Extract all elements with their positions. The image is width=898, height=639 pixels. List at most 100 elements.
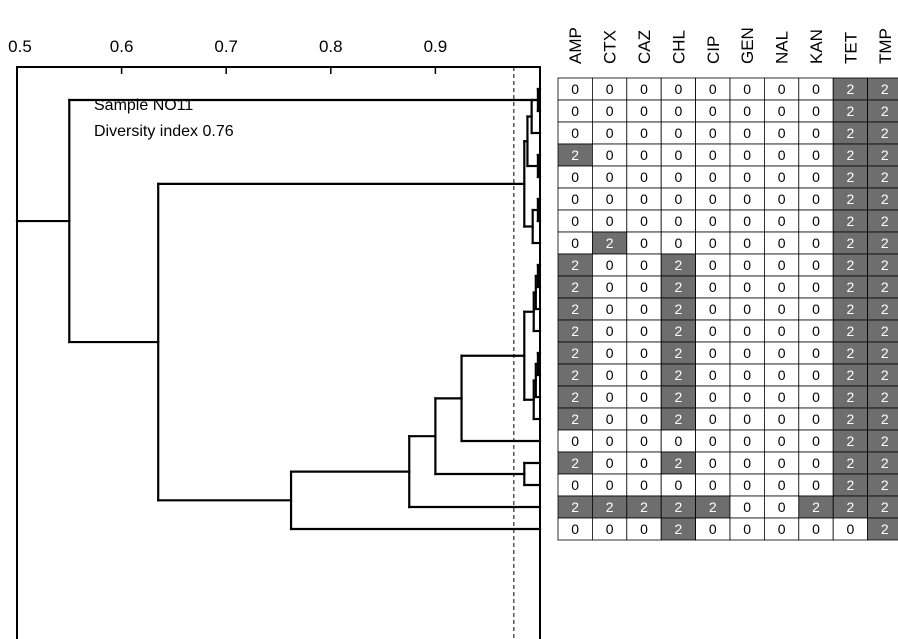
matrix-cell	[798, 495, 834, 519]
matrix-cell-value: 0	[743, 499, 751, 515]
matrix-cell	[764, 363, 800, 387]
matrix-cell	[626, 429, 662, 453]
matrix-cell	[764, 121, 800, 145]
matrix-cell-value: 0	[675, 169, 683, 185]
matrix-cell	[764, 429, 800, 453]
matrix-cell	[764, 319, 800, 343]
matrix-cell-value: 0	[640, 433, 648, 449]
matrix-cell-value: 2	[847, 125, 855, 141]
matrix-cell	[764, 143, 800, 167]
matrix-cell	[867, 429, 898, 453]
matrix-cell-value: 0	[743, 147, 751, 163]
matrix-cell-value: 0	[640, 521, 648, 537]
matrix-cell-value: 2	[881, 389, 889, 405]
matrix-cell	[867, 407, 898, 431]
matrix-cell-value: 0	[709, 367, 717, 383]
x-tick-label: 0.8	[319, 37, 343, 56]
matrix-cell-value: 2	[675, 455, 683, 471]
matrix-cell-value: 0	[640, 169, 648, 185]
matrix-cell-value: 0	[778, 301, 786, 317]
matrix-cell-value: 2	[881, 257, 889, 273]
matrix-cell-value: 0	[640, 213, 648, 229]
matrix-cell-value: 0	[640, 191, 648, 207]
matrix-cell	[832, 143, 869, 167]
antibiotic-header: CTX	[601, 30, 620, 64]
matrix-cell-value: 2	[571, 455, 579, 471]
matrix-cell-value: 2	[847, 81, 855, 97]
matrix-cell-value: 2	[571, 411, 579, 427]
matrix-cell-value: 0	[606, 389, 614, 405]
matrix-cell	[557, 297, 593, 321]
matrix-cell	[660, 253, 697, 277]
matrix-cell-value: 0	[709, 257, 717, 273]
matrix-cell	[557, 165, 593, 189]
matrix-cell	[660, 231, 697, 255]
matrix-cell	[832, 407, 869, 431]
matrix-cell	[557, 385, 593, 409]
matrix-cell-value: 0	[640, 389, 648, 405]
matrix-cell-value: 0	[778, 345, 786, 361]
matrix-cell-value: 2	[881, 499, 889, 515]
matrix-cell-value: 2	[881, 433, 889, 449]
matrix-cell-value: 2	[847, 301, 855, 317]
matrix-cell-value: 0	[743, 411, 751, 427]
matrix-cell-value: 0	[743, 213, 751, 229]
matrix-cell	[832, 297, 869, 321]
matrix-cell-value: 2	[847, 433, 855, 449]
matrix-cell-value: 0	[675, 147, 683, 163]
matrix-cell	[729, 429, 765, 453]
matrix-cell	[557, 77, 593, 101]
matrix-cell-value: 0	[743, 389, 751, 405]
matrix-cell	[832, 429, 869, 453]
matrix-cell-value: 0	[606, 125, 614, 141]
matrix-cell-value: 0	[778, 477, 786, 493]
matrix-cell-value: 0	[606, 521, 614, 537]
matrix-cell	[729, 99, 765, 123]
matrix-cell-value: 0	[606, 367, 614, 383]
matrix-cell	[695, 77, 731, 101]
matrix-cell-value: 0	[606, 213, 614, 229]
matrix-cell-value: 0	[743, 521, 751, 537]
matrix-cell-value: 2	[847, 235, 855, 251]
x-tick-label: 0.7	[214, 37, 238, 56]
matrix-cell	[729, 77, 765, 101]
matrix-cell	[660, 341, 697, 365]
matrix-cell	[660, 319, 697, 343]
matrix-cell-value: 2	[881, 191, 889, 207]
matrix-cell-value: 0	[640, 235, 648, 251]
matrix-cell-value: 2	[881, 301, 889, 317]
matrix-cell	[867, 341, 898, 365]
matrix-cell	[832, 121, 869, 145]
matrix-cell-value: 0	[778, 213, 786, 229]
matrix-cell-value: 0	[709, 521, 717, 537]
matrix-cell-value: 2	[847, 169, 855, 185]
matrix-cell-value: 0	[709, 323, 717, 339]
matrix-cell	[798, 275, 834, 299]
matrix-cell	[832, 253, 869, 277]
matrix-cell	[626, 121, 662, 145]
matrix-cell	[832, 165, 869, 189]
matrix-cell-value: 0	[606, 301, 614, 317]
matrix-cell-value: 2	[847, 367, 855, 383]
matrix-cell	[832, 495, 869, 519]
matrix-cell-value: 0	[743, 103, 751, 119]
matrix-cell	[832, 363, 869, 387]
x-tick-label: 0.6	[110, 37, 134, 56]
matrix-cell	[557, 517, 593, 541]
sample-name: Sample NO11	[94, 97, 193, 114]
matrix-cell	[867, 275, 898, 299]
matrix-cell-value: 0	[778, 257, 786, 273]
matrix-cell	[729, 165, 765, 189]
matrix-cell-value: 2	[881, 81, 889, 97]
matrix-cell-value: 2	[881, 367, 889, 383]
matrix-cell-value: 2	[812, 499, 820, 515]
matrix-cell-value: 0	[709, 125, 717, 141]
matrix-cell	[626, 517, 662, 541]
matrix-cell-value: 0	[812, 235, 820, 251]
matrix-cell-value: 0	[743, 433, 751, 449]
matrix-cell-value: 2	[571, 257, 579, 273]
matrix-cell-value: 0	[812, 411, 820, 427]
matrix-cell-value: 0	[571, 521, 579, 537]
matrix-cell	[592, 77, 628, 101]
matrix-cell-value: 0	[743, 279, 751, 295]
